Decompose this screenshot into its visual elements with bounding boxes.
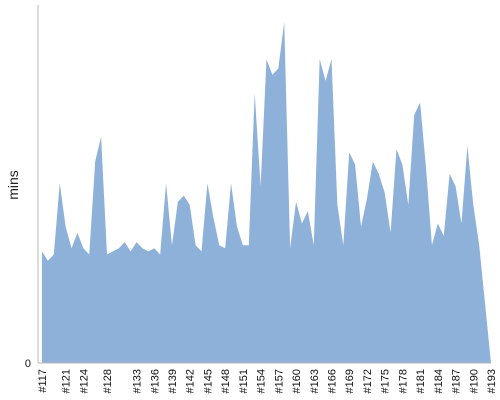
x-tick-label: #175 bbox=[380, 369, 392, 393]
y-axis-label: mins bbox=[5, 170, 21, 200]
y-tick-labels: 0 bbox=[25, 358, 31, 370]
x-tick-label: #187 bbox=[451, 369, 463, 393]
x-tick-label: #142 bbox=[185, 369, 197, 393]
x-tick-label: #154 bbox=[256, 369, 268, 393]
y-tick-label: 0 bbox=[25, 358, 31, 370]
x-tick-label: #117 bbox=[37, 369, 49, 393]
x-tick-label: #157 bbox=[273, 369, 285, 393]
x-tick-label: #128 bbox=[102, 369, 114, 393]
x-tick-label: #184 bbox=[433, 369, 445, 393]
x-tick-label: #148 bbox=[220, 369, 232, 393]
x-tick-label: #124 bbox=[78, 369, 90, 393]
x-tick-label: #181 bbox=[415, 369, 427, 393]
x-tick-label: #169 bbox=[344, 369, 356, 393]
x-tick-label: #151 bbox=[238, 369, 250, 393]
x-tick-label: #160 bbox=[291, 369, 303, 393]
x-tick-label: #166 bbox=[327, 369, 339, 393]
x-tick-label: #190 bbox=[468, 369, 480, 393]
x-tick-labels: #117 #121 #124 #128 #133 #136 #139 #142 #145 #148… bbox=[37, 369, 498, 393]
x-tick-label: #136 bbox=[149, 369, 161, 393]
series-area bbox=[42, 22, 491, 363]
x-tick-label: #121 bbox=[61, 369, 73, 393]
x-tick-label: #178 bbox=[397, 369, 409, 393]
x-tick-label: #133 bbox=[132, 369, 144, 393]
x-tick-label: #139 bbox=[167, 369, 179, 393]
x-tick-label: #193 bbox=[486, 369, 498, 393]
x-tick-label: #145 bbox=[202, 369, 214, 393]
x-tick-label: #172 bbox=[362, 369, 374, 393]
x-tick-label: #163 bbox=[309, 369, 321, 393]
